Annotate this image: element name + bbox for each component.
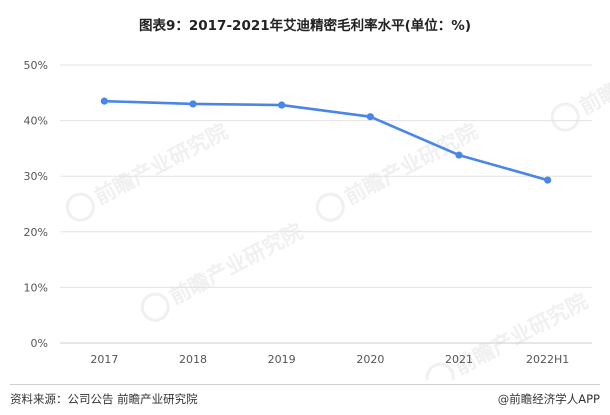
series-layer [100, 97, 552, 184]
x-tick-label: 2020 [356, 353, 384, 366]
x-tick-label: 2021 [445, 353, 473, 366]
watermark: 前瞻产业研究院 [550, 29, 610, 132]
y-tick-label: 0% [31, 337, 48, 350]
svg-text:前瞻产业研究院: 前瞻产业研究院 [166, 219, 307, 309]
y-tick-label: 10% [24, 281, 48, 294]
y-axis-ticks: 0% 10% 20% 30% 40% 50% [24, 59, 48, 350]
footer: 资料来源：公司公告 前瞻产业研究院 @前瞻经济学人APP [10, 384, 600, 409]
x-tick-label: 2017 [90, 353, 118, 366]
data-point [278, 101, 286, 109]
svg-text:前瞻产业研究院: 前瞻产业研究院 [91, 119, 232, 209]
brand-label: @前瞻经济学人APP [497, 392, 600, 406]
y-tick-label: 50% [24, 59, 48, 72]
data-point [544, 176, 552, 184]
y-tick-label: 30% [24, 170, 48, 183]
data-point [189, 100, 197, 108]
svg-text:前瞻产业研究院: 前瞻产业研究院 [341, 119, 482, 209]
data-point [100, 97, 108, 105]
y-tick-label: 20% [24, 226, 48, 239]
x-tick-label: 2019 [268, 353, 296, 366]
chart-title: 图表9：2017-2021年艾迪精密毛利率水平(单位：%) [138, 18, 471, 34]
data-point [455, 151, 463, 159]
watermark: 前瞻产业研究院 [65, 119, 232, 222]
data-point [366, 113, 374, 121]
watermark: 前瞻产业研究院 [140, 219, 307, 322]
watermark: 前瞻产业研究院 [425, 289, 592, 380]
watermark: 前瞻产业研究院 [315, 119, 482, 222]
x-tick-label: 2022H1 [526, 353, 569, 366]
svg-text:前瞻产业研究院: 前瞻产业研究院 [576, 29, 610, 119]
grid-lines [60, 64, 592, 344]
y-tick-label: 40% [24, 115, 48, 128]
x-axis-ticks: 2017 2018 2019 2020 2021 2022H1 [90, 353, 569, 366]
series-line [104, 99, 549, 182]
x-tick-label: 2018 [179, 353, 207, 366]
source-note: 资料来源：公司公告 前瞻产业研究院 [10, 392, 198, 406]
